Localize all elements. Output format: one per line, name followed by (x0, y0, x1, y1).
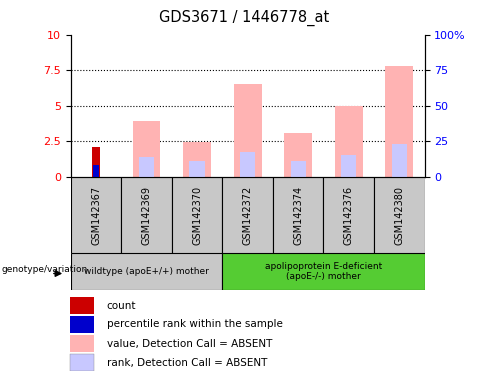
Text: apolipoprotein E-deficient
(apoE-/-) mother: apolipoprotein E-deficient (apoE-/-) mot… (265, 262, 382, 281)
Text: GSM142369: GSM142369 (142, 185, 152, 245)
Bar (285, 132, 312, 177)
Bar (374, 177, 425, 253)
Text: GSM142376: GSM142376 (344, 185, 354, 245)
Text: rank, Detection Call = ABSENT: rank, Detection Call = ABSENT (107, 358, 267, 368)
Bar (183, 142, 211, 177)
Text: percentile rank within the sample: percentile rank within the sample (107, 319, 283, 329)
Text: GDS3671 / 1446778_at: GDS3671 / 1446778_at (159, 10, 329, 26)
Bar (70, 354, 94, 371)
Text: GSM142380: GSM142380 (394, 185, 404, 245)
Bar (70, 335, 94, 352)
Bar (341, 155, 356, 177)
Text: value, Detection Call = ABSENT: value, Detection Call = ABSENT (107, 339, 272, 349)
Text: GSM142367: GSM142367 (91, 185, 101, 245)
Bar (392, 144, 407, 177)
Bar (92, 147, 101, 177)
Text: GSM142374: GSM142374 (293, 185, 303, 245)
Bar (234, 84, 262, 177)
Bar (324, 177, 374, 253)
Bar (71, 177, 122, 253)
Text: GSM142370: GSM142370 (192, 185, 202, 245)
Bar (122, 177, 172, 253)
Bar (223, 177, 273, 253)
Bar (335, 106, 363, 177)
Bar (70, 298, 94, 314)
Bar (386, 66, 413, 177)
Text: GSM142372: GSM142372 (243, 185, 253, 245)
Bar (139, 157, 154, 177)
Text: genotype/variation: genotype/variation (1, 265, 88, 274)
Bar (133, 121, 161, 177)
Bar (93, 165, 99, 177)
Bar (71, 253, 223, 290)
Bar (290, 161, 306, 177)
Bar (240, 152, 255, 177)
Text: count: count (107, 301, 136, 311)
Bar (273, 177, 324, 253)
Text: wildtype (apoE+/+) mother: wildtype (apoE+/+) mother (84, 267, 209, 276)
Bar (172, 177, 223, 253)
Bar (223, 253, 425, 290)
Bar (189, 161, 205, 177)
Bar (70, 316, 94, 333)
